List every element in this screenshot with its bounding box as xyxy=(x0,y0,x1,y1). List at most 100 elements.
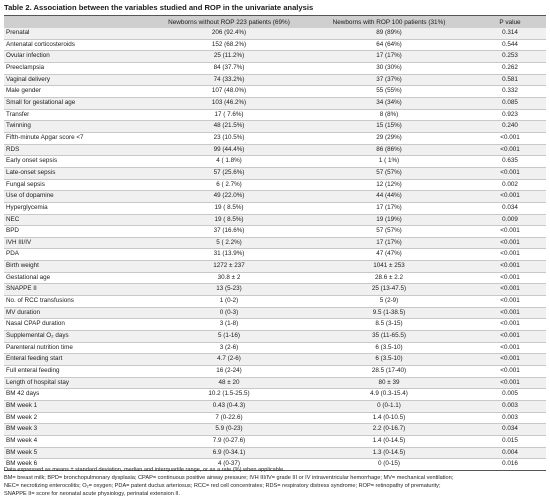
row-without-rop: 7 (0-22.6) xyxy=(154,412,304,425)
row-without-rop: 13 (5-23) xyxy=(154,283,304,297)
row-without-rop: 152 (68.2%) xyxy=(154,39,304,52)
row-variable: Length of hospital stay xyxy=(4,377,154,390)
row-variable: Nasal CPAP duration xyxy=(4,318,154,332)
row-without-rop: 5 (1-16) xyxy=(154,330,304,343)
row-without-rop: 19 ( 8.5%) xyxy=(154,202,304,215)
header-without-rop: Newborns without ROP 223 patients (69%) xyxy=(154,15,304,28)
row-p-value: <0.001 xyxy=(474,225,546,238)
row-with-rop: 35 (11-65.5) xyxy=(304,330,474,343)
table-header: Newborns without ROP 223 patients (69%) … xyxy=(4,15,546,28)
table-row: Supplemental O₂ days 5 (1-16) 35 (11-65.5)… xyxy=(4,330,546,343)
row-with-rop: 1 ( 1%) xyxy=(304,155,474,168)
row-variable: MV duration xyxy=(4,307,154,320)
table-row: Early onset sepsis 4 ( 1.8%) 1 ( 1%) 0.635 xyxy=(4,155,546,168)
table-row: Fungal sepsis 6 ( 2.7%) 12 (12%) 0.002 xyxy=(4,179,546,192)
table-row: Fifth-minute Apgar score <7 23 (10.5%) 29 … xyxy=(4,132,546,145)
row-p-value: <0.001 xyxy=(474,190,546,203)
row-p-value: <0.001 xyxy=(474,353,546,367)
row-p-value: 0.262 xyxy=(474,62,546,75)
row-variable: Gestational age xyxy=(4,272,154,285)
row-without-rop: 48 (21.5%) xyxy=(154,120,304,133)
row-p-value: 0.253 xyxy=(474,50,546,63)
row-with-rop: 1.3 (0-14.5) xyxy=(304,447,474,460)
row-p-value: <0.001 xyxy=(474,365,546,378)
row-with-rop: 57 (57%) xyxy=(304,167,474,180)
table-row: PDA 31 (13.9%) 47 (47%) <0.001 xyxy=(4,248,546,262)
table-row: Parenteral nutrition time 3 (2-6) 6 (3.5-1… xyxy=(4,342,546,355)
row-without-rop: 10.2 (1.5-25.5) xyxy=(154,388,304,401)
row-without-rop: 4.7 (2-6) xyxy=(154,353,304,367)
header-row: Newborns without ROP 223 patients (69%) … xyxy=(4,15,546,28)
row-p-value: <0.001 xyxy=(474,377,546,390)
table-row: Small for gestational age 103 (46.2%) 34 (… xyxy=(4,97,546,110)
row-without-rop: 0 (0-3) xyxy=(154,307,304,320)
row-variable: BM week 1 xyxy=(4,400,154,413)
table-row: Male gender 107 (48.0%) 55 (55%) 0.332 xyxy=(4,85,546,98)
row-variable: Male gender xyxy=(4,85,154,98)
row-with-rop: 6 (3.5-10) xyxy=(304,353,474,367)
row-variable: BPD xyxy=(4,225,154,238)
row-variable: Small for gestational age xyxy=(4,97,154,110)
row-with-rop: 4.9 (0.3-15.4) xyxy=(304,388,474,401)
row-with-rop: 1.4 (0-10.5) xyxy=(304,412,474,425)
row-variable: Fifth-minute Apgar score <7 xyxy=(4,132,154,145)
row-with-rop: 28.6 ± 2.2 xyxy=(304,272,474,285)
row-without-rop: 1272 ± 237 xyxy=(154,260,304,273)
row-without-rop: 17 ( 7.6%) xyxy=(154,109,304,122)
row-with-rop: 1041 ± 253 xyxy=(304,260,474,273)
table-row: Use of dopamine 49 (22.0%) 44 (44%) <0.001 xyxy=(4,190,546,203)
table-row: SNAPPE II 13 (5-23) 25 (13-47.5) <0.001 xyxy=(4,283,546,297)
row-variable: Parenteral nutrition time xyxy=(4,342,154,355)
row-p-value: <0.001 xyxy=(474,307,546,320)
row-without-rop: 6.9 (0-34.1) xyxy=(154,447,304,460)
row-p-value: <0.001 xyxy=(474,144,546,157)
row-with-rop: 6 (3.5-10) xyxy=(304,342,474,355)
row-with-rop: 2.2 (0-16.7) xyxy=(304,423,474,436)
table-row: No. of RCC transfusions 1 (0-2) 5 (2-9) <0.… xyxy=(4,295,546,308)
table-row: Antenatal corticosteroids 152 (68.2%) 64 (… xyxy=(4,39,546,52)
row-variable: Early onset sepsis xyxy=(4,155,154,168)
row-p-value: 0.635 xyxy=(474,155,546,168)
row-with-rop: 17 (17%) xyxy=(304,202,474,215)
row-without-rop: 48 ± 20 xyxy=(154,377,304,390)
row-variable: Supplemental O₂ days xyxy=(4,330,154,343)
row-with-rop: 34 (34%) xyxy=(304,97,474,110)
row-without-rop: 107 (48.0%) xyxy=(154,85,304,98)
header-variable xyxy=(4,15,154,28)
table-row: Nasal CPAP duration 3 (1-8) 8.5 (3-15) <0.0… xyxy=(4,318,546,332)
footnote-abbreviations-1: BM= breast milk; BPD= bronchopulmonary d… xyxy=(4,475,454,481)
row-with-rop: 57 (57%) xyxy=(304,225,474,238)
row-without-rop: 16 (2-24) xyxy=(154,365,304,378)
table-row: Hyperglycemia 19 ( 8.5%) 17 (17%) 0.034 xyxy=(4,202,546,215)
row-with-rop: 17 (17%) xyxy=(304,237,474,250)
table-row: NEC 19 ( 8.5%) 19 (19%) 0.009 xyxy=(4,214,546,227)
row-variable: Preeclampsia xyxy=(4,62,154,75)
row-p-value: <0.001 xyxy=(474,283,546,297)
row-without-rop: 5.9 (0-23) xyxy=(154,423,304,436)
row-without-rop: 37 (16.6%) xyxy=(154,225,304,238)
table-row: Transfer 17 ( 7.6%) 8 (8%) 0.923 xyxy=(4,109,546,122)
table-row: Full enteral feeding 16 (2-24) 28.5 (17-40… xyxy=(4,365,546,378)
row-without-rop: 25 (11.2%) xyxy=(154,50,304,63)
row-p-value: 0.314 xyxy=(474,28,546,40)
row-p-value: <0.001 xyxy=(474,318,546,332)
row-p-value: <0.001 xyxy=(474,295,546,308)
row-variable: BM week 4 xyxy=(4,435,154,448)
row-with-rop: 0 (0-1.1) xyxy=(304,400,474,413)
table-row: Length of hospital stay 48 ± 20 80 ± 39 <0.… xyxy=(4,377,546,390)
row-variable: PDA xyxy=(4,248,154,262)
row-without-rop: 23 (10.5%) xyxy=(154,132,304,145)
row-p-value: <0.001 xyxy=(474,237,546,250)
row-with-rop: 8 (8%) xyxy=(304,109,474,122)
row-variable: Antenatal corticosteroids xyxy=(4,39,154,52)
row-p-value: 0.004 xyxy=(474,447,546,460)
header-p-value: P value xyxy=(474,15,546,28)
row-without-rop: 4 ( 1.8%) xyxy=(154,155,304,168)
row-p-value: 0.034 xyxy=(474,423,546,436)
row-without-rop: 19 ( 8.5%) xyxy=(154,214,304,227)
table-row: Enteral feeding start 4.7 (2-6) 6 (3.5-10)… xyxy=(4,353,546,367)
row-with-rop: 47 (47%) xyxy=(304,248,474,262)
row-p-value: 0.085 xyxy=(474,97,546,110)
footnote-abbreviations-2: NEC= necrotizing enterocolitis; O₂= oxyg… xyxy=(4,483,441,489)
